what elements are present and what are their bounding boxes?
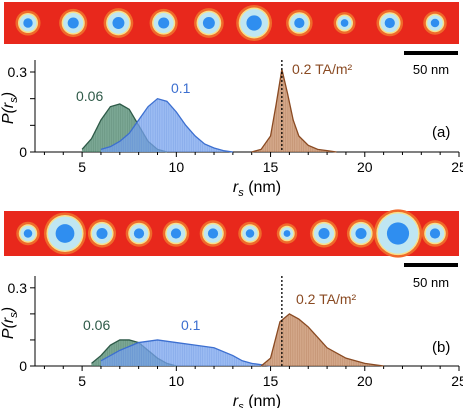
particle-circle bbox=[194, 8, 224, 38]
particle-core bbox=[67, 17, 79, 29]
x-tick-label: 15 bbox=[263, 373, 279, 389]
series-area bbox=[261, 313, 384, 366]
particle-core bbox=[112, 17, 125, 29]
x-tick-label: 20 bbox=[357, 159, 373, 175]
series-line bbox=[260, 313, 384, 367]
series-line bbox=[100, 97, 233, 153]
y-axis-label: P(rs) bbox=[0, 92, 20, 124]
series-line bbox=[100, 339, 271, 367]
particle-core bbox=[384, 17, 395, 29]
x-tick-label: 15 bbox=[263, 159, 279, 175]
particle-circle bbox=[59, 8, 88, 38]
micrograph-strip bbox=[4, 2, 459, 44]
y-tick-label: 0 bbox=[19, 144, 27, 160]
series-0.2 TA/m²: 0.2 TA/m² bbox=[251, 61, 353, 153]
particle-circle bbox=[87, 219, 117, 248]
particle-circle bbox=[43, 212, 87, 255]
series-label: 0.1 bbox=[171, 80, 191, 96]
particle-core bbox=[430, 18, 440, 28]
particle-circle bbox=[238, 221, 262, 246]
particle-core bbox=[23, 18, 33, 28]
particle-circle bbox=[103, 8, 134, 38]
x-tick-label: 5 bbox=[78, 373, 86, 389]
series-label: 0.2 TA/m² bbox=[296, 291, 357, 307]
particle-circle bbox=[15, 10, 41, 36]
y-axis-label: P(rs) bbox=[0, 307, 20, 339]
x-tick-label: 25 bbox=[451, 159, 463, 175]
particle-circle bbox=[125, 220, 153, 247]
particle-circle bbox=[346, 219, 376, 248]
particle-circle bbox=[333, 12, 356, 34]
x-tick-label: 10 bbox=[169, 159, 185, 175]
series-0.2 TA/m²: 0.2 TA/m² bbox=[260, 291, 384, 367]
particle-circle bbox=[376, 9, 404, 37]
particle-circle bbox=[236, 5, 273, 41]
particle-circle bbox=[309, 219, 339, 248]
particle-core bbox=[246, 15, 262, 31]
particle-circle bbox=[199, 220, 227, 247]
particle-circle bbox=[276, 223, 298, 244]
series-area bbox=[100, 98, 233, 152]
particle-circle bbox=[423, 11, 447, 35]
x-tick-label: 20 bbox=[357, 373, 373, 389]
series-area bbox=[100, 339, 271, 366]
particle-circle bbox=[421, 220, 449, 247]
panel-label: (a) bbox=[432, 124, 450, 141]
series-label: 0.2 TA/m² bbox=[292, 61, 353, 77]
particle-core bbox=[318, 227, 330, 240]
particle-core bbox=[207, 228, 219, 239]
panel-label: (b) bbox=[432, 339, 450, 356]
particle-circle bbox=[16, 221, 40, 246]
x-tick-label: 5 bbox=[78, 159, 86, 175]
particle-circle bbox=[286, 9, 313, 37]
particle-core bbox=[55, 224, 75, 243]
panel-b: 50 nm 5 10 15 20 25 0 0.3 rs (nm) P(rs) 0.06 0.1 0.2… bbox=[0, 209, 463, 408]
particle-core bbox=[386, 222, 410, 245]
particle-core bbox=[294, 17, 305, 29]
series-label: 0.1 bbox=[181, 317, 201, 333]
y-tick-label: 0 bbox=[19, 358, 27, 374]
series-area bbox=[251, 69, 337, 152]
particle-core bbox=[245, 229, 255, 238]
x-axis-label: rs (nm) bbox=[233, 393, 281, 408]
particle-core bbox=[158, 17, 170, 29]
particle-core bbox=[429, 228, 441, 239]
particle-core bbox=[340, 19, 349, 27]
particle-core bbox=[96, 227, 108, 240]
particle-core bbox=[133, 228, 145, 239]
series-0.1: 0.1 bbox=[100, 317, 271, 367]
series-label: 0.06 bbox=[76, 88, 103, 104]
particle-core bbox=[202, 17, 215, 29]
particle-core bbox=[283, 230, 291, 237]
y-tick-label: 0.3 bbox=[8, 64, 28, 80]
particle-core bbox=[355, 227, 367, 240]
series-label: 0.06 bbox=[83, 317, 110, 333]
scale-bar-label: 50 nm bbox=[413, 62, 449, 77]
particle-circle bbox=[149, 8, 178, 38]
series-0.1: 0.1 bbox=[100, 80, 233, 153]
series-line bbox=[251, 69, 337, 153]
micrograph-strip bbox=[4, 209, 459, 258]
particle-circle bbox=[162, 220, 190, 247]
scale-bar-label: 50 nm bbox=[413, 275, 449, 290]
particle-core bbox=[23, 229, 33, 238]
particle-core bbox=[170, 228, 182, 239]
x-axis-label: rs (nm) bbox=[233, 179, 281, 199]
particle-circle bbox=[373, 209, 423, 258]
x-tick-label: 10 bbox=[169, 373, 185, 389]
panel-a: 50 nm 5 10 15 20 25 0 0.3 rs (nm) P(rs) 0.06 0.1 0.2… bbox=[0, 2, 463, 199]
y-tick-label: 0.3 bbox=[8, 280, 28, 296]
x-tick-label: 25 bbox=[451, 373, 463, 389]
